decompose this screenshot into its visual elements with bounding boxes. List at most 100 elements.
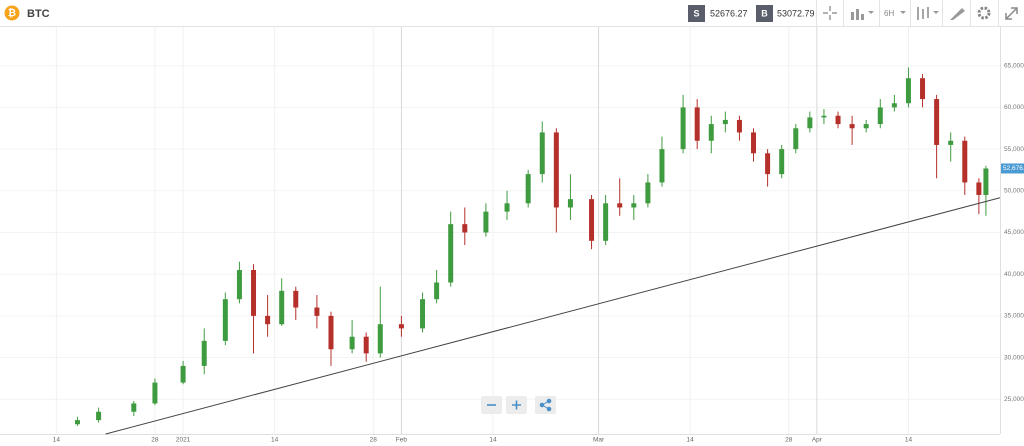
candle-body bbox=[293, 290, 299, 308]
candle-body bbox=[96, 411, 102, 421]
candle-body bbox=[483, 211, 489, 233]
interval[interactable]: 6H bbox=[884, 9, 894, 18]
candle-body bbox=[201, 340, 207, 366]
candle-body bbox=[131, 403, 137, 412]
candle-body bbox=[553, 132, 559, 208]
candle-body bbox=[807, 117, 813, 129]
x-tick-label: 14 bbox=[905, 437, 913, 444]
candle-body bbox=[934, 99, 940, 145]
candle-body bbox=[849, 124, 855, 129]
btc-logo-glyph: ₿ bbox=[8, 7, 16, 19]
candle-body bbox=[251, 270, 257, 316]
indicators-icon[interactable] bbox=[851, 9, 874, 20]
sell-price: 52676.27 bbox=[710, 8, 748, 18]
y-tick-label: 35,000 bbox=[1004, 313, 1024, 320]
buy-price: 53072.79 bbox=[777, 8, 815, 18]
interval-caret bbox=[900, 11, 906, 14]
candle-body bbox=[631, 203, 637, 208]
candle-body bbox=[877, 107, 883, 125]
candle-body bbox=[603, 203, 609, 241]
candle-body bbox=[448, 224, 454, 283]
y-tick-label: 55,000 bbox=[1004, 146, 1024, 153]
candle-body bbox=[793, 128, 799, 150]
candle-body bbox=[314, 307, 320, 316]
candle-body bbox=[948, 140, 954, 145]
trendline bbox=[105, 197, 1001, 435]
x-tick-label: 28 bbox=[151, 437, 159, 444]
toolbar-separators bbox=[816, 0, 999, 26]
candle-body bbox=[462, 224, 468, 233]
candle-body bbox=[279, 290, 285, 325]
buy-button[interactable] bbox=[756, 5, 773, 22]
sell-button[interactable] bbox=[688, 5, 705, 22]
crosshair-icon[interactable] bbox=[823, 6, 837, 20]
sell-label: S bbox=[693, 8, 699, 18]
candle-body bbox=[265, 315, 271, 325]
candle-body bbox=[779, 149, 785, 175]
candle-body bbox=[222, 299, 228, 341]
candle-body bbox=[589, 199, 595, 241]
x-tick-label: Apr bbox=[812, 437, 823, 444]
candle-body bbox=[821, 115, 827, 118]
last-price-label: 52,676.2 bbox=[1003, 165, 1024, 172]
candle-body bbox=[708, 124, 714, 141]
share-icon bbox=[539, 398, 552, 412]
candle-body bbox=[363, 336, 369, 354]
candle-body bbox=[659, 149, 665, 183]
x-tick-label: Mar bbox=[593, 437, 605, 444]
candle-body bbox=[962, 140, 968, 183]
x-tick-label: 14 bbox=[53, 437, 61, 444]
x-tick-label: 2021 bbox=[176, 437, 191, 444]
candle-body bbox=[152, 382, 158, 404]
candle-body bbox=[751, 132, 757, 154]
x-tick-label: 14 bbox=[271, 437, 279, 444]
marks bbox=[74, 67, 1001, 435]
x-tick-label: Feb bbox=[396, 437, 408, 444]
candle-body bbox=[905, 78, 911, 104]
candle-body bbox=[891, 103, 897, 108]
candle-body bbox=[722, 119, 728, 125]
candle-body bbox=[504, 203, 510, 212]
candle-body bbox=[398, 324, 404, 329]
share-button[interactable] bbox=[535, 396, 556, 414]
x-tick-label: 14 bbox=[687, 437, 695, 444]
candle-body bbox=[765, 153, 771, 175]
candle-body bbox=[567, 199, 573, 208]
x-tick-label: 14 bbox=[489, 437, 497, 444]
x-tick-label: 28 bbox=[370, 437, 378, 444]
candle-body bbox=[377, 324, 383, 354]
y-tick-label: 45,000 bbox=[1004, 229, 1024, 236]
candle-body bbox=[680, 107, 686, 150]
y-tick-label: 25,000 bbox=[1004, 396, 1024, 403]
settings-icon[interactable] bbox=[977, 6, 991, 20]
fullscreen-icon[interactable] bbox=[1005, 7, 1018, 20]
y-tick-label: 50,000 bbox=[1004, 188, 1024, 195]
y-tick-label: 60,000 bbox=[1004, 104, 1024, 111]
candle-body bbox=[525, 174, 531, 204]
candle-body bbox=[736, 119, 742, 133]
candle-body bbox=[420, 299, 426, 329]
candle-body bbox=[976, 182, 982, 195]
candle-body bbox=[539, 132, 545, 175]
candle-body bbox=[863, 124, 869, 129]
grid bbox=[0, 27, 1000, 434]
draw-icon[interactable] bbox=[950, 8, 965, 20]
candle-type-icon[interactable] bbox=[917, 7, 929, 20]
buy-label: B bbox=[761, 8, 768, 18]
candle-body bbox=[434, 282, 440, 300]
candle-body bbox=[236, 270, 242, 300]
last-price-tag bbox=[1001, 163, 1024, 174]
candle-body bbox=[983, 168, 989, 195]
candle-body bbox=[694, 107, 700, 141]
x-tick-label: 28 bbox=[785, 437, 793, 444]
y-tick-label: 65,000 bbox=[1004, 62, 1024, 69]
candle-body bbox=[645, 182, 651, 204]
candle-body bbox=[920, 78, 926, 100]
y-tick-label: 30,000 bbox=[1004, 354, 1024, 361]
symbol: BTC bbox=[27, 8, 50, 20]
zoom-in-icon bbox=[512, 400, 521, 410]
candle-body bbox=[180, 365, 186, 383]
candle-body bbox=[328, 315, 334, 350]
